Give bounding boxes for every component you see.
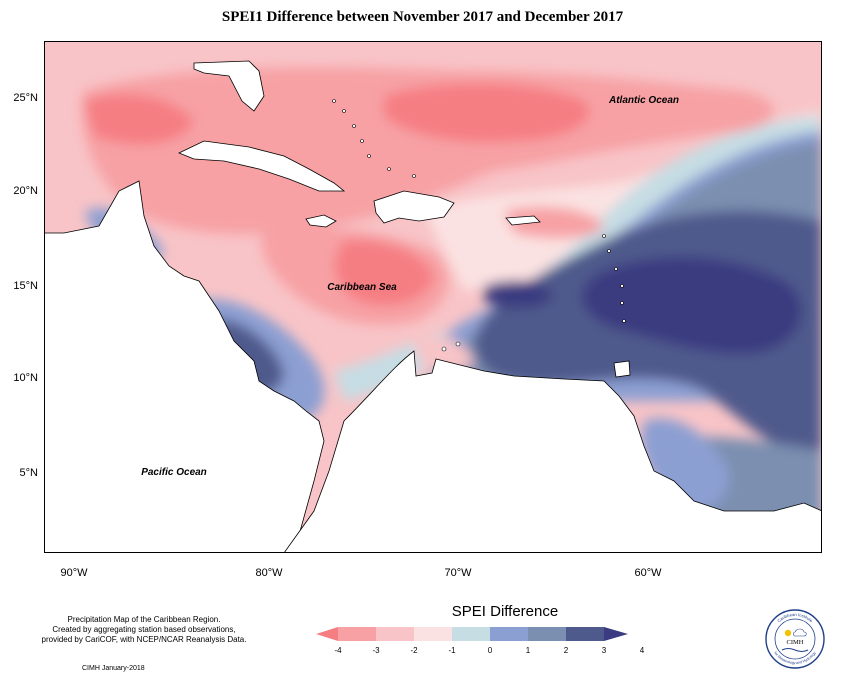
legend-swatch-8 — [604, 627, 628, 641]
field-c_m4-b — [84, 93, 194, 145]
spei-map: Atlantic Ocean Caribbean Sea Pacific Oce… — [44, 41, 822, 553]
lat-label-15n: 15°N — [13, 280, 38, 292]
lon-label-80w: 80°W — [255, 567, 283, 579]
land-yucatan-central-america — [44, 180, 325, 553]
island-dots — [332, 99, 626, 352]
legend-swatch-1 — [338, 627, 376, 641]
credits-line-1: Precipitation Map of the Caribbean Regio… — [67, 615, 221, 624]
legend-tick-label: 1 — [525, 646, 531, 655]
credits-line-2: Created by aggregating station based obs… — [52, 625, 236, 634]
map-title: SPEI1 Difference between November 2017 a… — [221, 9, 624, 25]
legend-swatch-0 — [316, 627, 338, 641]
legend-tick-label: -1 — [448, 646, 456, 655]
legend-swatch-4 — [452, 627, 490, 641]
cimh-seal-icon: Caribbean Institute for Meteorology and … — [765, 609, 825, 669]
field-c_m3-pr — [504, 206, 604, 239]
field-c_4-b — [484, 280, 554, 308]
legend-swatch-3 — [414, 627, 452, 641]
lat-label-10n: 10°N — [13, 372, 38, 384]
lon-label-90w: 90°W — [60, 567, 88, 579]
land-trinidad — [613, 360, 631, 378]
legend-tick-label: -2 — [410, 646, 418, 655]
lat-label-20n: 20°N — [13, 185, 38, 197]
credits-block: Precipitation Map of the Caribbean Regio… — [14, 615, 274, 645]
legend-swatch-6 — [528, 627, 566, 641]
color-legend — [316, 625, 686, 650]
lon-label-70w: 70°W — [444, 567, 472, 579]
footer-date: CIMH January-2018 — [82, 665, 145, 672]
lon-label-60w: 60°W — [634, 567, 662, 579]
map-frame — [44, 41, 822, 553]
field-c_4-a — [582, 257, 802, 354]
label-atlantic-ocean: Atlantic Ocean — [608, 95, 679, 106]
legend-title: SPEI Difference — [451, 603, 559, 620]
land-cuba — [178, 140, 346, 192]
legend-swatch-7 — [566, 627, 604, 641]
land-puerto-rico — [505, 215, 541, 226]
landmass — [44, 60, 822, 553]
legend-tick-label: -3 — [372, 646, 380, 655]
label-caribbean-sea: Caribbean Sea — [327, 282, 397, 293]
land-hispaniola — [373, 190, 455, 224]
field-c_m4-a — [384, 83, 590, 143]
land-jamaica — [305, 214, 337, 228]
label-pacific-ocean: Pacific Ocean — [141, 467, 207, 478]
legend-tick-label: 4 — [639, 646, 645, 655]
legend-bar — [316, 627, 628, 641]
map-canvas: Atlantic Ocean Caribbean Sea Pacific Oce… — [44, 41, 822, 553]
land-florida — [193, 60, 265, 112]
land-south-america — [283, 350, 822, 553]
cimh-logo: Caribbean Institute for Meteorology and … — [764, 608, 826, 670]
field-c_m4-cs — [334, 240, 434, 306]
legend-tick-label: 2 — [563, 646, 569, 655]
lat-label-5n: 5°N — [19, 467, 38, 479]
legend-swatch-5 — [490, 627, 528, 641]
legend-ticks: -4 -3 -2 -1 0 1 2 3 4 — [316, 646, 686, 658]
legend-swatch-2 — [376, 627, 414, 641]
legend-tick-label: -4 — [334, 646, 342, 655]
legend-tick-label: 3 — [601, 646, 607, 655]
credits-line-3: provided by CariCOF, with NCEP/NCAR Rean… — [41, 635, 247, 644]
legend-tick-label: 0 — [487, 646, 493, 655]
svg-text:CIMH: CIMH — [787, 639, 804, 646]
lat-label-25n: 25°N — [13, 92, 38, 104]
